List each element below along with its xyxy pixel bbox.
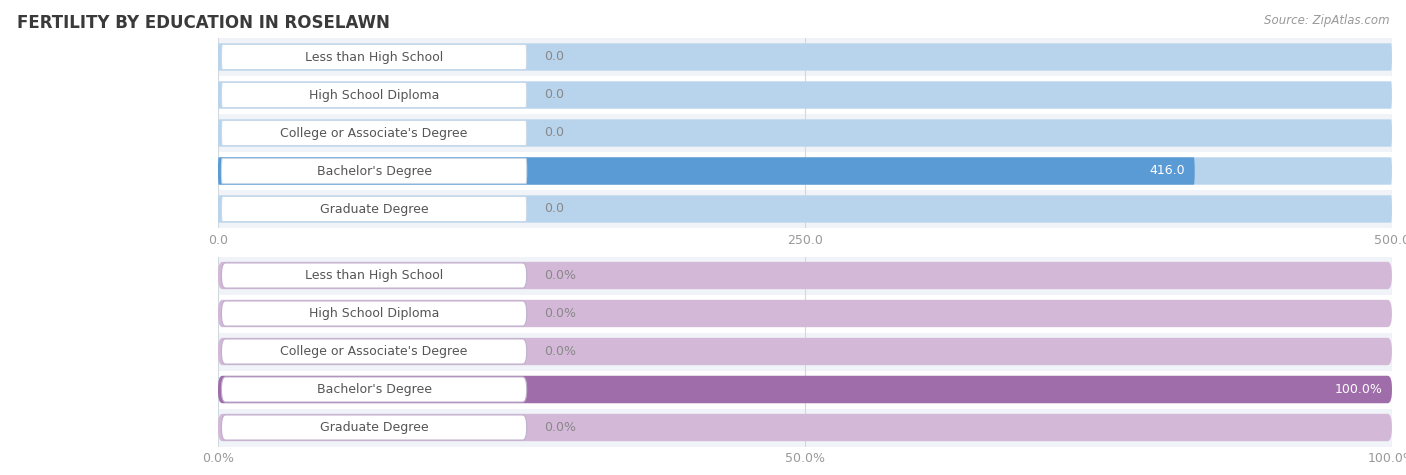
FancyBboxPatch shape [222, 377, 527, 402]
FancyBboxPatch shape [218, 195, 1392, 223]
Bar [218, 152, 1392, 190]
Text: High School Diploma: High School Diploma [309, 307, 439, 320]
FancyBboxPatch shape [218, 43, 1392, 71]
Bar [218, 114, 1392, 152]
Text: 100.0%: 100.0% [1334, 383, 1382, 396]
Text: 0.0%: 0.0% [544, 307, 576, 320]
FancyBboxPatch shape [218, 338, 1392, 365]
FancyBboxPatch shape [222, 197, 527, 221]
FancyBboxPatch shape [218, 157, 1392, 185]
Bar [218, 38, 1392, 76]
Text: FERTILITY BY EDUCATION IN ROSELAWN: FERTILITY BY EDUCATION IN ROSELAWN [17, 14, 389, 32]
Text: Graduate Degree: Graduate Degree [319, 421, 429, 434]
FancyBboxPatch shape [222, 339, 527, 364]
FancyBboxPatch shape [218, 81, 1392, 109]
Text: Less than High School: Less than High School [305, 269, 443, 282]
Text: 416.0: 416.0 [1150, 164, 1185, 178]
Bar [218, 370, 1392, 408]
Text: 0.0%: 0.0% [544, 269, 576, 282]
Bar [218, 408, 1392, 446]
Text: 0.0%: 0.0% [544, 345, 576, 358]
FancyBboxPatch shape [218, 157, 1195, 185]
Text: College or Associate's Degree: College or Associate's Degree [280, 345, 468, 358]
FancyBboxPatch shape [222, 121, 527, 145]
Bar [218, 76, 1392, 114]
FancyBboxPatch shape [218, 300, 1392, 327]
Bar [218, 256, 1392, 294]
Text: Less than High School: Less than High School [305, 50, 443, 64]
Text: Source: ZipAtlas.com: Source: ZipAtlas.com [1264, 14, 1389, 27]
Text: College or Associate's Degree: College or Associate's Degree [280, 126, 468, 140]
Text: 0.0: 0.0 [544, 88, 564, 102]
Bar [218, 190, 1392, 228]
Bar [218, 294, 1392, 332]
FancyBboxPatch shape [218, 119, 1392, 147]
Text: 0.0%: 0.0% [544, 421, 576, 434]
FancyBboxPatch shape [218, 262, 1392, 289]
Text: Bachelor's Degree: Bachelor's Degree [316, 164, 432, 178]
Text: Graduate Degree: Graduate Degree [319, 202, 429, 216]
FancyBboxPatch shape [222, 415, 527, 440]
Text: High School Diploma: High School Diploma [309, 88, 439, 102]
Text: 0.0: 0.0 [544, 50, 564, 64]
Text: 0.0: 0.0 [544, 126, 564, 140]
FancyBboxPatch shape [218, 414, 1392, 441]
FancyBboxPatch shape [222, 159, 527, 183]
FancyBboxPatch shape [222, 83, 527, 107]
FancyBboxPatch shape [218, 376, 1392, 403]
FancyBboxPatch shape [222, 301, 527, 326]
Text: 0.0: 0.0 [544, 202, 564, 216]
FancyBboxPatch shape [218, 376, 1392, 403]
FancyBboxPatch shape [222, 263, 527, 288]
Text: Bachelor's Degree: Bachelor's Degree [316, 383, 432, 396]
Bar [218, 332, 1392, 371]
FancyBboxPatch shape [222, 45, 527, 69]
